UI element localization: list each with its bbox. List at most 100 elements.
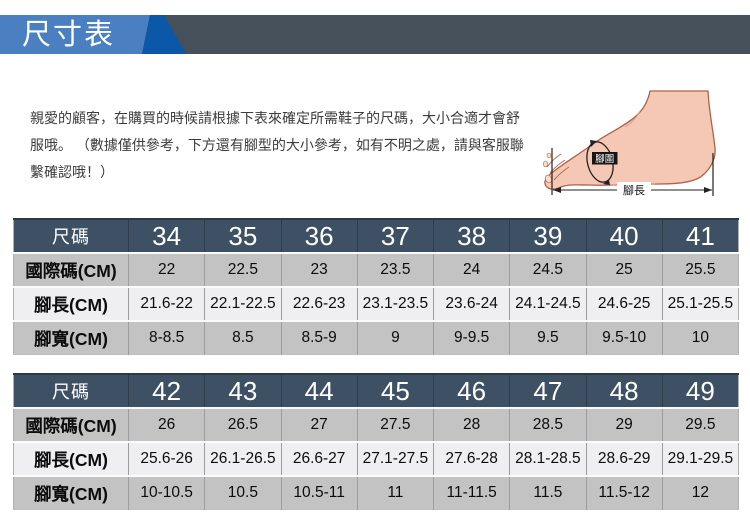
size-cell: 41 bbox=[661, 218, 739, 253]
toe-separation-lines bbox=[546, 153, 570, 181]
foot-measurement-illustration: 腳圍 腳長 bbox=[542, 90, 716, 197]
girth-arrow-bottom bbox=[603, 180, 610, 185]
row-label: 國際碼(CM) bbox=[13, 252, 129, 287]
size-cell: 28 bbox=[432, 407, 510, 442]
size-cell: 9 bbox=[356, 320, 434, 355]
size-cell: 11.5 bbox=[509, 475, 586, 510]
row-label: 腳寬(CM) bbox=[13, 320, 129, 355]
size-cell: 45 bbox=[356, 373, 434, 408]
size-cell: 26.6-27 bbox=[280, 441, 358, 476]
size-cell: 9.5 bbox=[509, 320, 586, 355]
intro-text: 親愛的顧客，在購買的時候請根據下表來確定所需鞋子的尺碼，大小合適才會舒 服哦。 … bbox=[30, 105, 545, 186]
size-cell: 12 bbox=[661, 475, 739, 510]
size-cell: 26.5 bbox=[204, 407, 281, 442]
size-cell: 49 bbox=[661, 373, 739, 408]
size-cell: 35 bbox=[204, 218, 281, 253]
banner-decoration bbox=[0, 15, 750, 54]
size-cell: 24 bbox=[432, 252, 510, 287]
foot-outline bbox=[544, 90, 716, 190]
length-arrow-right bbox=[704, 187, 712, 193]
title-banner: 尺寸表 bbox=[0, 15, 750, 54]
size-cell: 8.5-9 bbox=[280, 320, 358, 355]
size-cell: 27.1-27.5 bbox=[356, 441, 434, 476]
size-cell: 28.5 bbox=[509, 407, 586, 442]
girth-measure: 腳圍 bbox=[586, 140, 618, 185]
size-cell: 36 bbox=[280, 218, 358, 253]
size-cell: 26.1-26.5 bbox=[204, 441, 281, 476]
row-label: 腳長(CM) bbox=[13, 286, 129, 321]
size-cell: 24.5 bbox=[509, 252, 586, 287]
size-cell: 24.6-25 bbox=[585, 286, 663, 321]
size-cell: 22.5 bbox=[204, 252, 281, 287]
size-cell: 10 bbox=[661, 320, 739, 355]
size-cell: 28.1-28.5 bbox=[509, 441, 586, 476]
size-cell: 40 bbox=[585, 218, 663, 253]
size-cell: 23.5 bbox=[356, 252, 434, 287]
size-cell: 34 bbox=[127, 218, 205, 253]
row-label: 腳長(CM) bbox=[13, 441, 129, 476]
table-row: 尺碼 42 43 44 45 46 47 48 49 bbox=[13, 373, 739, 408]
size-cell: 10.5-11 bbox=[280, 475, 358, 510]
table-row: 腳長(CM) 25.6-26 26.1-26.5 26.6-27 27.1-27.5 27… bbox=[13, 441, 739, 476]
size-cell: 9.5-10 bbox=[585, 320, 663, 355]
table-row: 國際碼(CM) 26 26.5 27 27.5 28 28.5 29 29.5 bbox=[13, 407, 739, 442]
table-row: 尺碼 34 35 36 37 38 39 40 41 bbox=[13, 218, 739, 253]
size-cell: 23.6-24 bbox=[432, 286, 510, 321]
size-cell: 28.6-29 bbox=[585, 441, 663, 476]
row-label: 尺碼 bbox=[13, 218, 129, 253]
size-cell: 27.5 bbox=[356, 407, 434, 442]
big-toe-nail-icon bbox=[544, 174, 553, 184]
size-cell: 27.6-28 bbox=[432, 441, 510, 476]
size-cell: 11 bbox=[356, 475, 434, 510]
size-cell: 42 bbox=[127, 373, 205, 408]
size-cell: 25.5 bbox=[661, 252, 739, 287]
size-cell: 22 bbox=[127, 252, 205, 287]
size-cell: 29.1-29.5 bbox=[661, 441, 739, 476]
length-label-bg bbox=[617, 182, 651, 197]
girth-arrow-top bbox=[590, 140, 597, 147]
size-cell: 25 bbox=[585, 252, 663, 287]
size-cell: 26 bbox=[127, 407, 205, 442]
size-cell: 23.1-23.5 bbox=[356, 286, 434, 321]
size-cell: 8-8.5 bbox=[127, 320, 205, 355]
size-cell: 37 bbox=[356, 218, 434, 253]
size-cell: 11-11.5 bbox=[432, 475, 510, 510]
size-cell: 9-9.5 bbox=[432, 320, 510, 355]
row-label: 腳寬(CM) bbox=[13, 475, 129, 510]
size-cell: 29 bbox=[585, 407, 663, 442]
size-table-2: 尺碼 42 43 44 45 46 47 48 49 國際碼(CM) 26 26.5 27 27.5 28 2… bbox=[13, 373, 739, 510]
length-measure: 腳長 bbox=[551, 148, 714, 197]
table-row: 腳寬(CM) 10-10.5 10.5 10.5-11 11 11-11.5 11.5 11.… bbox=[13, 475, 739, 510]
size-cell: 10-10.5 bbox=[127, 475, 205, 510]
size-cell: 21.6-22 bbox=[127, 286, 205, 321]
girth-label-box bbox=[592, 152, 618, 165]
page-title: 尺寸表 bbox=[22, 19, 116, 51]
girth-label: 腳圍 bbox=[595, 154, 614, 165]
size-cell: 22.6-23 bbox=[280, 286, 358, 321]
size-cell: 22.1-22.5 bbox=[204, 286, 281, 321]
size-cell: 43 bbox=[204, 373, 281, 408]
row-label: 國際碼(CM) bbox=[13, 407, 129, 442]
toe-nail-icon bbox=[546, 152, 552, 159]
intro-line-1: 親愛的顧客，在購買的時候請根據下表來確定所需鞋子的尺碼，大小合適才會舒 bbox=[30, 110, 520, 126]
length-label: 腳長 bbox=[623, 184, 645, 197]
table-row: 國際碼(CM) 22 22.5 23 23.5 24 24.5 25 25.5 bbox=[13, 252, 739, 287]
size-cell: 46 bbox=[432, 373, 510, 408]
row-label: 尺碼 bbox=[13, 373, 129, 408]
size-cell: 8.5 bbox=[204, 320, 281, 355]
size-cell: 39 bbox=[509, 218, 586, 253]
size-cell: 23 bbox=[280, 252, 358, 287]
size-cell: 48 bbox=[585, 373, 663, 408]
intro-line-3: 繫確認哦！） bbox=[30, 164, 114, 180]
size-cell: 29.5 bbox=[661, 407, 739, 442]
size-cell: 47 bbox=[509, 373, 586, 408]
size-cell: 44 bbox=[280, 373, 358, 408]
size-cell: 27 bbox=[280, 407, 358, 442]
table-row: 腳寬(CM) 8-8.5 8.5 8.5-9 9 9-9.5 9.5 9.5-10 10 bbox=[13, 320, 739, 355]
banner-darkblue-shape bbox=[142, 15, 186, 54]
size-table-1: 尺碼 34 35 36 37 38 39 40 41 國際碼(CM) 22 22.5 23 23.5 24 2… bbox=[13, 218, 739, 355]
toe-nail-icon bbox=[542, 160, 549, 168]
length-arrow-left bbox=[553, 187, 561, 193]
intro-line-2: 服哦。 （數據僅供參考，下方還有腳型的大小參考，如有不明之處，請與客服聯 bbox=[30, 137, 524, 153]
